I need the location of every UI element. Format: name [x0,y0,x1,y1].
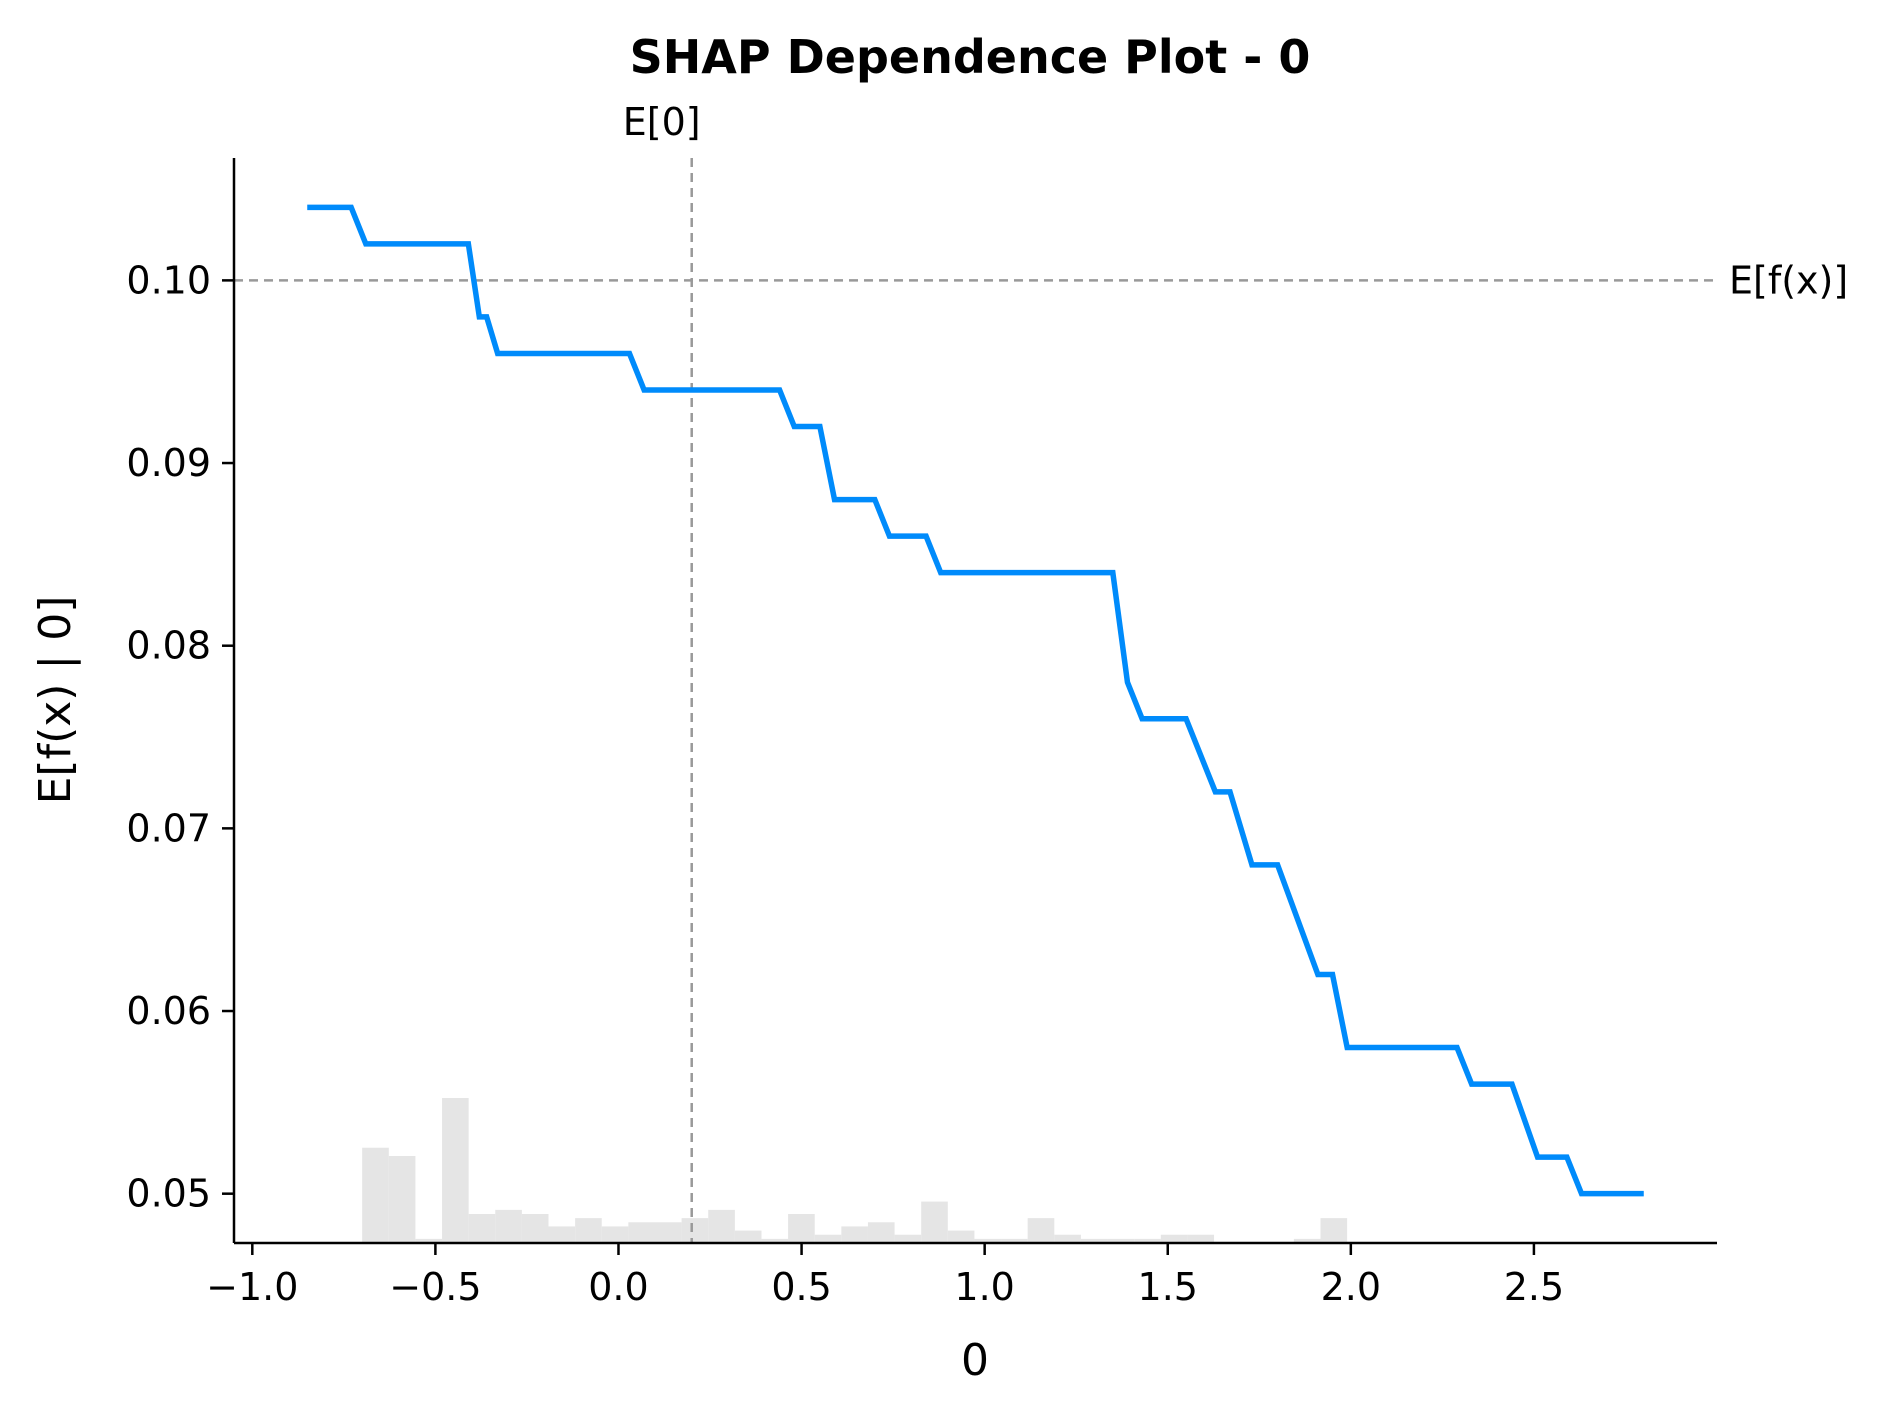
histogram-bar [894,1234,922,1243]
x-tick-label: −0.5 [389,1265,481,1309]
expected-value-label: E[f(x)] [1729,258,1848,302]
histogram-bar [468,1214,496,1243]
histogram-bar [974,1238,1002,1243]
histogram-bar [681,1218,709,1243]
histogram-layer [362,1098,1348,1243]
y-tick-label: 0.07 [126,806,211,850]
histogram-bar [1080,1238,1108,1243]
reference-lines: E[f(x)] E[0] [234,100,1848,1243]
histogram-bar [1107,1238,1135,1243]
histogram-bar [1160,1234,1188,1243]
y-tick-label: 0.05 [126,1172,211,1216]
histogram-bar [1320,1218,1348,1243]
histogram-bar [841,1226,868,1243]
x-tick-label: 0.5 [771,1265,831,1309]
histogram-bar [734,1230,762,1243]
y-ticks: 0.05 0.06 0.07 0.08 0.09 0.10 [126,258,234,1216]
y-tick-label: 0.06 [126,989,211,1033]
histogram-bar [947,1230,975,1243]
histogram-bar [415,1238,443,1243]
x-ticks: −1.0 −0.5 0.0 0.5 1.0 1.5 2.0 2.5 [206,1243,1564,1309]
histogram-bar [1187,1234,1215,1243]
axes [232,158,1717,1245]
x-tick-label: 2.0 [1321,1265,1381,1309]
x-tick-label: 2.5 [1504,1265,1564,1309]
feature-mean-label: E[0] [623,100,701,144]
histogram-bar [362,1147,389,1243]
x-tick-label: 1.5 [1138,1265,1198,1309]
y-axis-label: E[f(x) | 0] [30,596,81,805]
y-tick-label: 0.08 [126,624,211,668]
histogram-bar [761,1238,789,1243]
chart-title: SHAP Dependence Plot - 0 [630,30,1311,84]
series-line [307,204,1644,1197]
histogram-bar [1134,1238,1161,1243]
histogram-bar [628,1222,655,1243]
histogram-bar [521,1214,549,1243]
x-tick-label: 1.0 [954,1265,1014,1309]
histogram-bar [654,1222,682,1243]
histogram-bar [867,1222,895,1243]
histogram-bar [814,1234,842,1243]
y-tick-label: 0.09 [126,441,211,485]
histogram-bar [1001,1238,1028,1243]
series-layer [307,204,1644,1197]
histogram-bar [788,1214,815,1243]
histogram-bar [442,1098,469,1243]
histogram-bar [921,1201,948,1243]
x-axis-label: 0 [961,1335,989,1386]
histogram-bar [495,1209,522,1243]
histogram-bar [1054,1234,1081,1243]
histogram-bar [601,1226,629,1243]
x-tick-label: 0.0 [588,1265,648,1309]
histogram-bar [1293,1238,1321,1243]
histogram-bar [575,1218,602,1243]
histogram-bar [1027,1218,1055,1243]
histogram-bar [388,1156,416,1243]
histogram-bar [548,1226,576,1243]
x-tick-label: −1.0 [206,1265,298,1309]
y-tick-label: 0.10 [126,258,211,302]
histogram-bar [708,1209,735,1243]
